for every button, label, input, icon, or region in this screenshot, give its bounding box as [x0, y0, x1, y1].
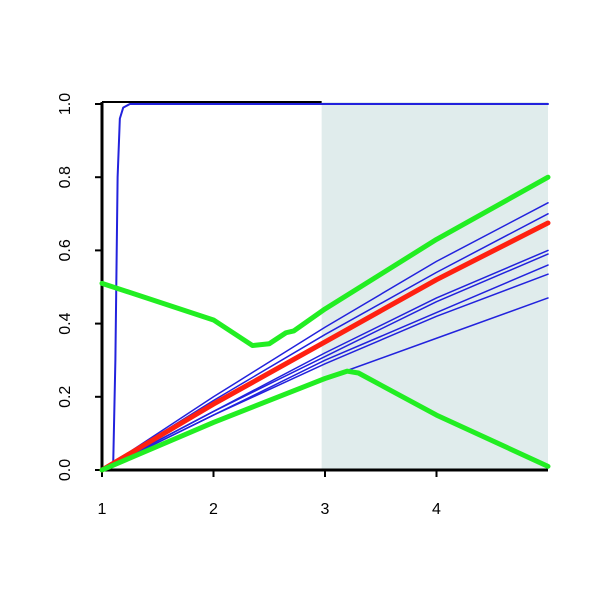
y-tick-label: 0.6	[57, 239, 74, 261]
series-line	[101, 273, 549, 471]
y-tick-label: 0.0	[57, 459, 74, 481]
y-tick-label: 0.4	[57, 312, 74, 334]
series-line	[99, 368, 551, 473]
series-line	[99, 220, 551, 473]
x-tick-label: 4	[432, 501, 441, 518]
series-line	[99, 174, 551, 349]
y-tick-label: 1.0	[57, 93, 74, 115]
y-tick-label: 0.2	[57, 386, 74, 408]
y-tick-label: 0.8	[57, 166, 74, 188]
series-line	[101, 253, 549, 471]
series-line	[101, 103, 549, 471]
x-tick-label: 1	[98, 501, 107, 518]
x-tick-label: 2	[209, 501, 218, 518]
x-tick-label: 3	[321, 501, 330, 518]
series-line	[101, 202, 549, 471]
